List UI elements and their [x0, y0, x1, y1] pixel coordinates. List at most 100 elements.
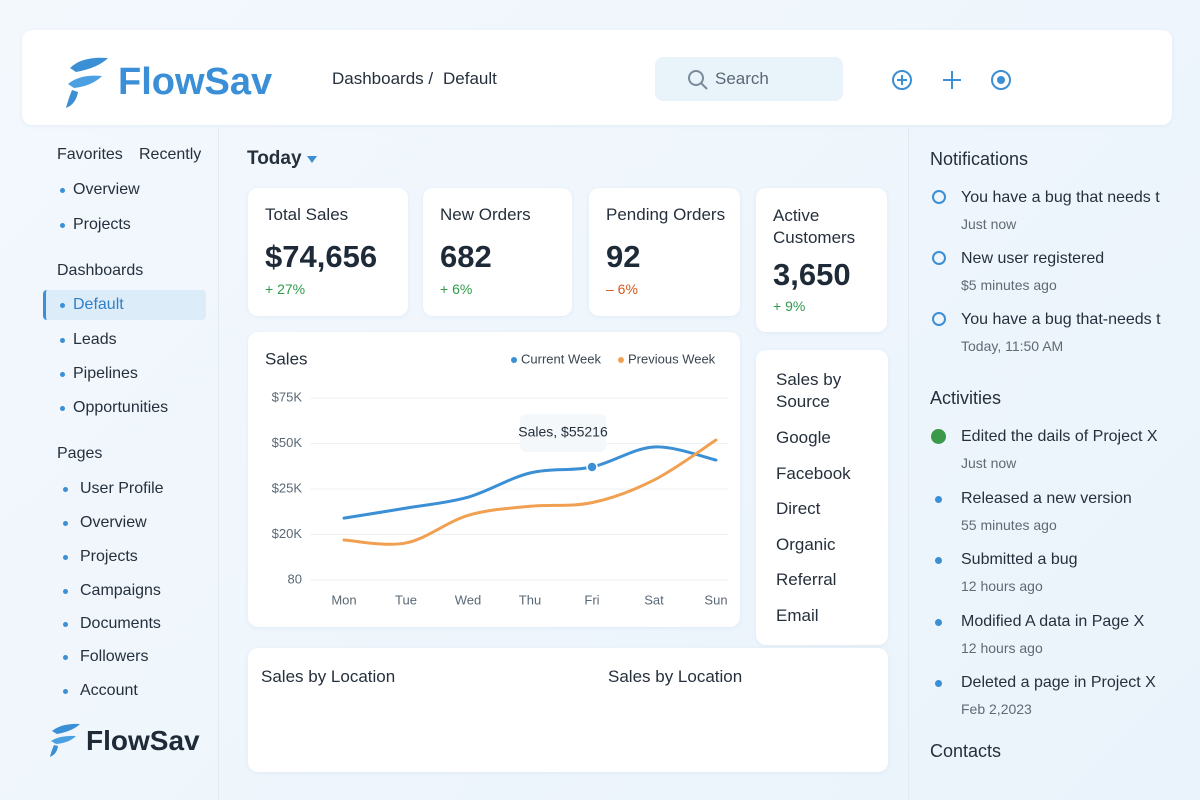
feed-time: 12 hours ago: [961, 639, 1043, 656]
header-icons[interactable]: [890, 67, 1040, 93]
nav-item[interactable]: Overview: [73, 181, 140, 198]
x-tick-label: Sat: [644, 592, 664, 607]
x-tick-label: Fri: [584, 592, 599, 607]
stat-value: 682: [440, 239, 492, 274]
nav-item[interactable]: Account: [80, 682, 138, 699]
stat-change: – 6%: [606, 281, 638, 297]
bullet: [60, 372, 65, 377]
source-item: Direct: [776, 499, 821, 519]
x-tick-label: Mon: [331, 592, 356, 607]
y-tick-label: $20K: [272, 526, 303, 541]
tooltip-text: Sales, $55216: [518, 424, 608, 440]
feed-text: New user registered: [961, 250, 1105, 267]
stat-change: + 9%: [773, 298, 806, 314]
panel-title: Activities: [930, 388, 1002, 408]
divider: [908, 128, 909, 800]
feed-text: Modified A data in Page X: [961, 612, 1145, 630]
nav-item[interactable]: Projects: [80, 548, 138, 565]
stat-card: Total Sales $74,656 + 27%: [248, 188, 408, 316]
stat-change: + 27%: [265, 281, 306, 297]
tooltip-box: [520, 414, 606, 452]
nav-item[interactable]: User Profile: [80, 480, 164, 497]
bullet: [935, 618, 942, 626]
legend-swatch: [511, 357, 517, 363]
card-title: Sales by Location: [261, 667, 396, 686]
logo-text: FlowSav: [118, 61, 273, 103]
right-panel: Notifications Activities Contacts You ha…: [909, 128, 1200, 800]
feed-time: $5 minutes ago: [961, 277, 1057, 293]
feed-time: Today, 11:50 AM: [961, 338, 1064, 354]
bullet: [935, 680, 942, 687]
feed-text: Submitted a bug: [961, 551, 1078, 568]
chart: Sales $75K $50K $25K $20K 80 Mon Tue Wed Thu Fri S…: [265, 349, 728, 607]
y-tick-label: 80: [288, 571, 302, 586]
source-item: Referral: [776, 570, 837, 590]
footer-logo-text: FlowSav: [86, 725, 200, 756]
legend-label: Previous Week: [628, 351, 716, 366]
bullet: [63, 521, 68, 526]
x-tick-label: Tue: [395, 592, 417, 607]
nav-item[interactable]: Leads: [73, 331, 117, 348]
breadcrumb-current[interactable]: Default: [443, 69, 497, 88]
section-title: Dashboards: [57, 262, 144, 279]
highlight-point: [586, 461, 598, 473]
divider: [218, 128, 219, 800]
x-tick-label: Sun: [704, 592, 727, 607]
stat-card: Active Customers 3,650 + 9%: [756, 188, 887, 332]
logo-icon: [66, 57, 108, 108]
clock-icon: [932, 312, 946, 326]
active-highlight: [43, 290, 206, 320]
dropdown-arrow[interactable]: [307, 156, 317, 164]
bullet: [60, 303, 65, 308]
sales-chart-card: Sales $75K $50K $25K $20K 80 Mon Tue Wed Thu Fri S…: [248, 332, 740, 627]
feed-text: Edited the dails of Project X: [961, 428, 1158, 445]
feed-time: 12 hours ago: [961, 578, 1043, 594]
stat-label: Active Customers: [773, 206, 856, 247]
nav-item[interactable]: Projects: [73, 216, 131, 233]
source-item: Email: [776, 606, 819, 625]
y-tick-label: $25K: [272, 480, 303, 495]
nav-item[interactable]: Campaigns: [80, 582, 161, 599]
stat-value: 3,650: [773, 257, 851, 292]
bullet: [63, 622, 68, 627]
stat-card: New Orders 682 + 6%: [423, 188, 572, 316]
nav-item[interactable]: Default: [73, 296, 124, 313]
x-tick-label: Wed: [455, 592, 482, 607]
feed-text: You have a bug that-needs t: [961, 311, 1161, 328]
feed-time: Just now: [961, 455, 1017, 471]
x-tick-label: Thu: [519, 592, 541, 607]
clock-icon: [932, 190, 946, 204]
bullet: [63, 655, 68, 660]
search-box[interactable]: Search: [655, 57, 843, 101]
tab[interactable]: Favorites: [57, 146, 123, 163]
period-select[interactable]: Today: [247, 148, 302, 169]
bullet: [63, 689, 68, 694]
panel-title: Notifications: [930, 149, 1029, 169]
nav-item[interactable]: Documents: [80, 615, 161, 632]
stat-value: 92: [606, 239, 641, 274]
series-line: [342, 438, 718, 546]
clock-icon: [932, 251, 946, 265]
nav-item[interactable]: Opportunities: [73, 399, 169, 416]
nav-item[interactable]: Pipelines: [73, 365, 138, 382]
tab[interactable]: Recently: [139, 146, 202, 163]
feed-text: Deleted a page in Project X: [961, 674, 1156, 691]
legend-label: Current Week: [521, 351, 601, 366]
series-line: [342, 445, 718, 520]
bullet: [60, 338, 65, 343]
stat-label: Total Sales: [265, 205, 349, 224]
sources-card: Sales by Source Google Facebook Direct Orga…: [756, 350, 888, 645]
bullet: [935, 557, 942, 564]
bullet: [60, 406, 65, 411]
card-title: Sales by Source: [776, 370, 842, 411]
feed-text: Released a new version: [961, 489, 1132, 507]
feed-time: Feb 2,2023: [961, 701, 1032, 717]
nav-item[interactable]: Overview: [80, 514, 147, 531]
breadcrumb[interactable]: Dashboards /: [332, 69, 434, 88]
section-title: Pages: [57, 445, 103, 462]
nav-item[interactable]: Followers: [80, 648, 149, 665]
bullet: [63, 487, 68, 492]
source-item: Google: [776, 428, 831, 447]
feed-time: 55 minutes ago: [961, 516, 1057, 533]
